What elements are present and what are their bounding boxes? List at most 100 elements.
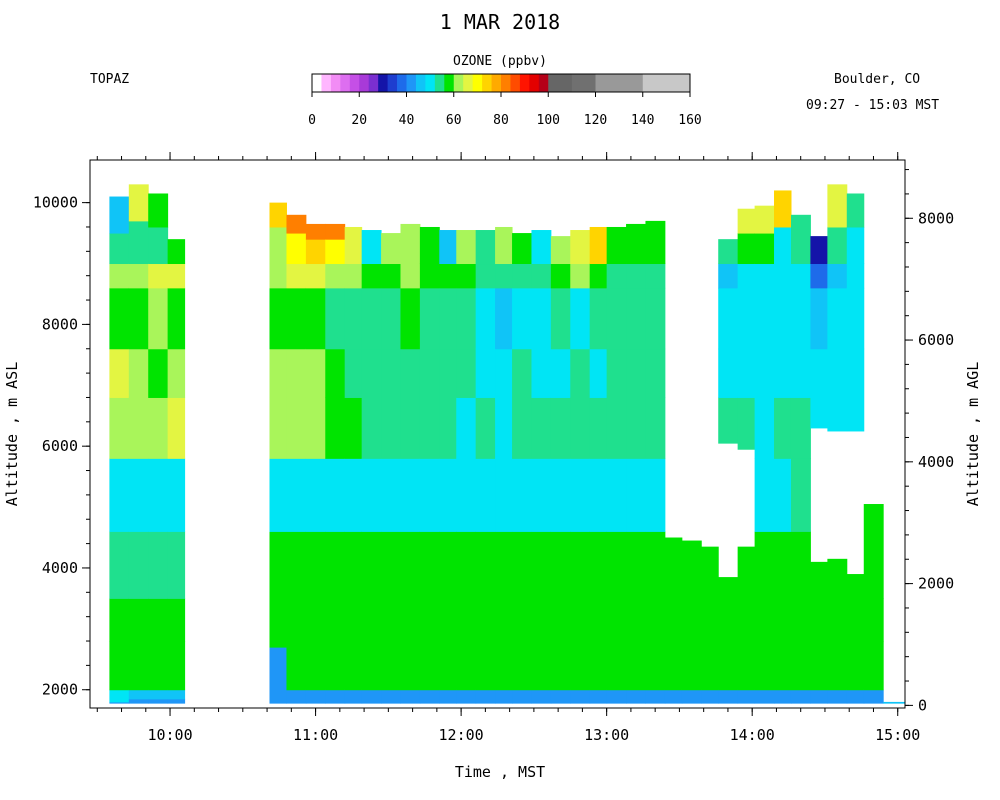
profile-cell: [606, 287, 627, 350]
profile-cell: [167, 239, 186, 265]
profile-cell: [305, 458, 326, 532]
profile-cell: [512, 287, 532, 350]
profile-cell: [645, 220, 666, 265]
profile-cell: [167, 531, 186, 599]
profile-cell: [495, 397, 513, 459]
profile-cell: [701, 689, 719, 704]
y-right-tick-label: 2000: [918, 575, 954, 593]
profile-cell: [269, 348, 287, 398]
profile-cell: [344, 226, 363, 265]
profile-cell: [128, 598, 149, 642]
profile-cell: [790, 287, 811, 350]
profile-cell: [286, 641, 307, 691]
profile-cell: [589, 531, 608, 599]
profile-cell: [286, 214, 307, 234]
profile-cell-upper: [846, 348, 865, 432]
profile-cell: [774, 598, 792, 642]
profile-cell: [737, 598, 756, 642]
x-tick-label: 12:00: [439, 726, 484, 744]
colorbar-segment: [501, 74, 511, 92]
profile-cell: [286, 233, 307, 265]
profile-cell: [863, 641, 884, 691]
profile-cell: [148, 263, 169, 289]
profile-cell: [269, 397, 287, 459]
profile-cell: [167, 598, 186, 642]
profile-cell: [305, 287, 326, 350]
profile-cell: [550, 689, 571, 704]
profile-cell: [570, 348, 591, 398]
profile-cell: [325, 641, 346, 691]
profile-cell: [606, 348, 627, 398]
profile-cell: [109, 348, 130, 398]
profile-cell: [737, 546, 756, 599]
profile-cell: [344, 458, 363, 532]
profile-cell: [325, 223, 346, 240]
profile-cell: [419, 226, 440, 265]
profile-cell: [167, 458, 186, 532]
profile-cell: [495, 641, 513, 691]
x-axis-title: Time , MST: [455, 763, 545, 781]
profile-cell: [790, 598, 811, 642]
profile-cell: [810, 598, 828, 642]
profile-cell: [550, 458, 571, 532]
profile-cell: [754, 348, 775, 398]
profile-cell: [626, 598, 646, 642]
colorbar: 0 20 40 60 80 100 120 140 160: [308, 73, 702, 128]
profile-cell: [790, 458, 811, 532]
profile-cell: [512, 598, 532, 642]
profile-cell: [790, 214, 811, 265]
profile-cell: [148, 531, 169, 599]
profile-cell: [419, 458, 440, 532]
profile-cell: [531, 287, 552, 350]
profile-cell: [681, 598, 702, 642]
profile-cell: [512, 531, 532, 599]
colorbar-segment: [406, 74, 417, 92]
y-right-tick-label: 6000: [918, 331, 954, 349]
profile-cell: [475, 230, 496, 265]
profile-cell: [863, 598, 884, 642]
profile-cell: [827, 689, 848, 704]
profile-cell: [128, 698, 149, 704]
profile-cell: [790, 263, 811, 289]
profile-cell: [456, 598, 477, 642]
profile-cell: [863, 689, 884, 704]
profile-cell-upper: [737, 208, 756, 234]
profile-cell: [827, 598, 848, 642]
plot-area: [109, 184, 906, 704]
profile-cell: [754, 397, 775, 459]
profile-cell: [774, 348, 792, 398]
colorbar-segment: [491, 74, 502, 92]
profile-cell: [550, 287, 571, 350]
profile-cell: [269, 202, 287, 228]
colorbar-segment: [529, 74, 540, 92]
profile-cell: [718, 641, 739, 691]
profile-cell: [148, 458, 169, 532]
profile-cell: [305, 348, 326, 398]
profile-cell: [109, 598, 130, 642]
profile-cell: [305, 223, 326, 240]
profile-cell: [128, 287, 149, 350]
profile-cell: [325, 348, 346, 398]
colorbar-tick-label: 40: [399, 113, 415, 128]
profile-cell: [381, 598, 401, 642]
profile-cell: [286, 263, 307, 289]
profile-cell: [128, 263, 149, 289]
profile-cell: [883, 701, 906, 704]
profile-cell: [381, 531, 401, 599]
profile-cell: [570, 598, 591, 642]
profile-cell: [456, 397, 477, 459]
x-tick-label: 15:00: [875, 726, 920, 744]
profile-cell: [626, 458, 646, 532]
profile-cell: [109, 263, 130, 289]
profile-cell: [269, 458, 287, 532]
profile-cell: [550, 348, 571, 398]
profile-cell: [344, 641, 363, 691]
y-left-tick-label: 8000: [42, 315, 78, 333]
profile-cell: [512, 348, 532, 398]
profile-cell: [148, 641, 169, 691]
colorbar-segment: [378, 74, 388, 92]
profile-cell: [361, 263, 382, 289]
profile-cell: [419, 598, 440, 642]
profile-cell: [664, 689, 683, 704]
